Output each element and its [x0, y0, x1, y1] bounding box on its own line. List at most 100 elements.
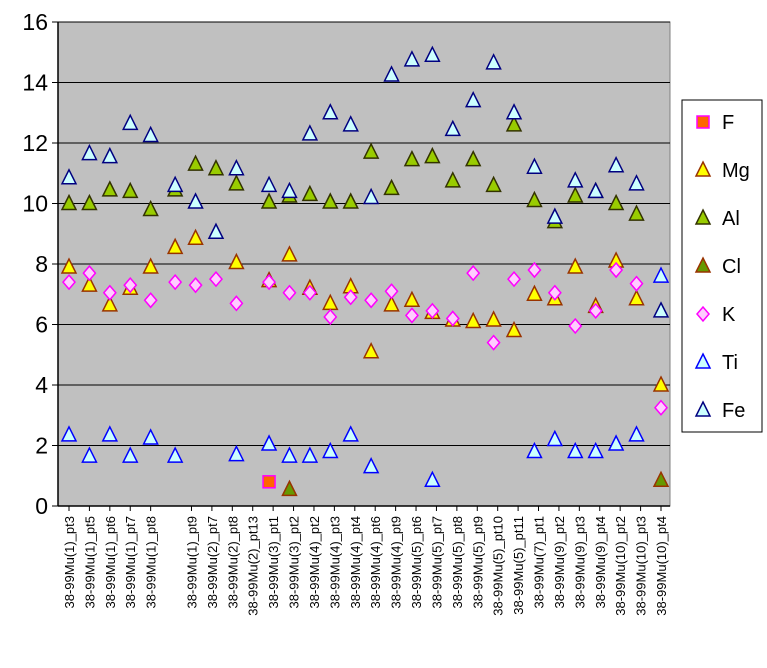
x-tick-label: 38-99Mu(5)_pt9	[470, 516, 485, 609]
legend-item-f: F	[696, 112, 734, 134]
series-fe	[60, 45, 670, 318]
point-ti	[362, 456, 380, 474]
y-tick-label: 16	[22, 9, 48, 35]
point-fe	[607, 156, 625, 173]
x-tick-label: 38-99Mu(4)_pt9	[389, 516, 404, 609]
point-mg	[526, 284, 543, 301]
y-tick-label: 8	[35, 251, 48, 277]
point-ti	[322, 441, 339, 459]
point-k	[568, 317, 583, 335]
point-ti	[260, 434, 278, 451]
point-mg	[281, 245, 298, 262]
legend-marker-k	[696, 305, 710, 323]
point-fe	[101, 146, 119, 164]
point-mg	[101, 295, 119, 312]
point-cl	[652, 470, 670, 488]
point-ti	[652, 266, 670, 283]
point-k	[62, 273, 76, 291]
legend-label: Cl	[722, 256, 741, 278]
point-fe	[383, 65, 400, 82]
x-tick-label: 38-99Mu(10)_pt3	[634, 516, 649, 616]
point-k	[404, 307, 419, 324]
point-k	[588, 302, 603, 320]
point-al	[187, 154, 204, 171]
y-tick-label: 2	[35, 433, 48, 459]
point-k	[527, 261, 542, 279]
point-fe	[281, 181, 298, 199]
point-k	[654, 399, 668, 416]
point-mg	[60, 257, 78, 274]
point-fe	[60, 168, 78, 185]
y-tick-label: 4	[35, 372, 48, 398]
point-k	[188, 277, 203, 294]
point-cl	[281, 479, 298, 497]
x-tick-label: 38-99Mu(1)_pt9	[184, 516, 199, 609]
point-k	[629, 275, 644, 292]
point-k	[168, 273, 183, 291]
point-fe	[403, 50, 421, 67]
point-fe	[342, 115, 359, 132]
x-tick-label: 38-99Mu(9)_pt2	[552, 516, 567, 609]
legend-box	[681, 99, 763, 433]
point-fe	[567, 171, 584, 188]
legend-item-ti: Ti	[694, 352, 738, 374]
point-fe	[464, 90, 482, 108]
point-al	[383, 178, 400, 196]
x-tick-label: 38-99Mu(5)_pt7	[429, 516, 444, 609]
x-tick-label: 38-99Mu(1)_pt7	[123, 516, 138, 609]
y-tick-label: 0	[35, 493, 48, 519]
point-k	[143, 292, 158, 309]
point-fe	[526, 157, 543, 174]
point-fe	[424, 45, 441, 63]
legend-label: Ti	[722, 352, 738, 374]
point-al	[301, 184, 319, 202]
point-k	[466, 264, 481, 282]
point-mg	[142, 257, 159, 274]
point-k	[208, 270, 223, 288]
x-tick-label: 38-99Mu(5)_pt8	[450, 516, 465, 609]
legend-item-al: Al	[694, 208, 740, 230]
point-mg	[81, 275, 98, 292]
legend-marker-fe	[694, 400, 712, 417]
point-ti	[424, 470, 441, 488]
point-k	[262, 273, 277, 291]
point-fe	[546, 207, 564, 224]
legend-item-k: K	[696, 304, 736, 326]
x-tick-label: 38-99Mu(5)_pt11	[511, 516, 526, 615]
legend-item-cl: Cl	[694, 256, 741, 278]
legend-label: K	[722, 304, 736, 326]
point-al	[567, 186, 584, 203]
point-k	[486, 334, 501, 351]
point-ti	[301, 446, 319, 463]
point-mg	[228, 252, 245, 270]
x-tick-label: 38-99Mu(1)_pt6	[103, 516, 118, 609]
point-f	[262, 475, 276, 489]
point-fe	[652, 301, 670, 318]
point-al	[81, 193, 98, 211]
point-fe	[587, 181, 604, 199]
x-tick-label: 38-99Mu(4)_pt4	[348, 516, 363, 609]
legend-marker-ti	[694, 352, 712, 369]
point-al	[228, 174, 245, 191]
point-fe	[362, 187, 380, 205]
x-tick-label: 38-99Mu(5)_pt10	[491, 516, 506, 616]
point-al	[464, 149, 482, 167]
legend-marker-cl	[694, 256, 712, 273]
point-k	[547, 284, 562, 301]
x-tick-label: 38-99Mu(10)_pt4	[654, 516, 669, 616]
x-tick-label: 38-99Mu(4)_pt3	[327, 516, 342, 609]
series-k	[62, 261, 668, 416]
point-ti	[342, 425, 359, 442]
x-tick-label: 38-99Mu(7)_pt1	[532, 516, 547, 609]
x-tick-label: 38-99Mu(2)_pt13	[246, 516, 261, 616]
point-ti	[81, 446, 98, 463]
point-ti	[166, 446, 184, 463]
point-ti	[607, 434, 625, 451]
legend-label: Fe	[722, 400, 745, 422]
point-al	[60, 193, 78, 211]
point-k	[229, 295, 244, 312]
point-mg	[403, 290, 421, 308]
point-ti	[228, 444, 245, 462]
point-mg	[166, 237, 184, 255]
series-ti	[60, 266, 670, 488]
